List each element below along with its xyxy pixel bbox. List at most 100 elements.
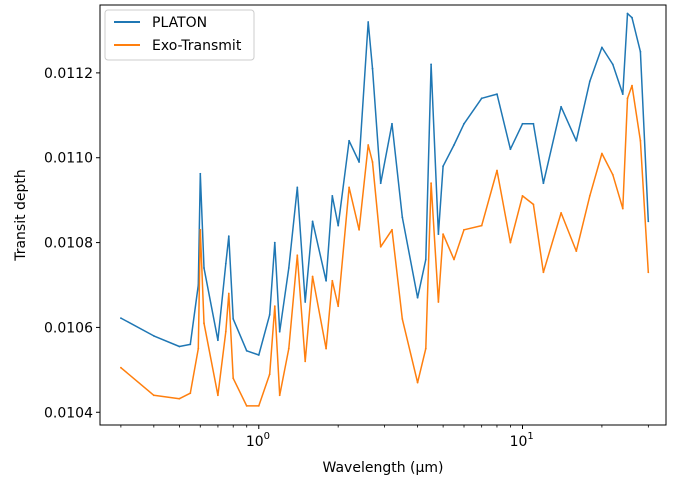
data-point-1-25 bbox=[367, 144, 370, 146]
data-point-0-17 bbox=[296, 186, 299, 189]
data-point-1-35 bbox=[453, 258, 455, 261]
data-point-0-21 bbox=[331, 195, 334, 197]
data-point-0-8 bbox=[224, 262, 227, 265]
data-point-0-37 bbox=[480, 97, 483, 100]
data-point-0-6 bbox=[203, 267, 205, 269]
data-point-1-1 bbox=[152, 394, 155, 397]
data-point-1-10 bbox=[232, 377, 235, 380]
data-point-0-30 bbox=[416, 296, 419, 299]
x-tick-label-0: 10 bbox=[246, 434, 264, 450]
data-point-0-34 bbox=[442, 165, 444, 168]
data-point-1-39 bbox=[509, 241, 512, 244]
data-point-0-38 bbox=[496, 93, 498, 95]
data-point-0-52 bbox=[647, 220, 650, 223]
data-point-0-41 bbox=[532, 122, 535, 125]
y-tick-label-0: 0.0104 bbox=[44, 405, 93, 421]
data-point-1-33 bbox=[437, 301, 440, 303]
data-point-0-11 bbox=[245, 349, 248, 352]
data-point-1-51 bbox=[639, 139, 642, 142]
data-point-0-3 bbox=[189, 343, 192, 346]
data-point-0-46 bbox=[601, 46, 603, 49]
plot-frame bbox=[99, 4, 667, 426]
legend-box bbox=[104, 9, 255, 61]
data-point-1-45 bbox=[588, 195, 591, 197]
data-point-0-31 bbox=[424, 258, 427, 261]
data-point-0-10 bbox=[232, 318, 235, 320]
data-point-0-13 bbox=[268, 313, 271, 316]
data-point-1-27 bbox=[379, 245, 382, 248]
y-axis-label: Transit depth bbox=[13, 169, 29, 262]
data-point-1-3 bbox=[189, 392, 192, 395]
y-tick-label-2: 0.0108 bbox=[44, 236, 93, 252]
data-point-0-48 bbox=[621, 93, 624, 95]
data-point-0-32 bbox=[430, 63, 432, 66]
data-point-0-18 bbox=[304, 301, 307, 303]
data-point-1-49 bbox=[626, 97, 629, 100]
data-point-0-29 bbox=[401, 216, 404, 219]
data-point-1-0 bbox=[120, 366, 122, 369]
data-point-1-30 bbox=[416, 381, 419, 384]
data-point-1-47 bbox=[611, 173, 614, 176]
data-point-1-20 bbox=[325, 347, 327, 350]
data-point-0-45 bbox=[588, 80, 591, 83]
data-point-1-34 bbox=[442, 233, 444, 236]
data-point-1-42 bbox=[542, 271, 545, 274]
data-point-1-5 bbox=[199, 228, 202, 231]
data-point-0-5 bbox=[199, 172, 202, 175]
data-point-1-15 bbox=[278, 394, 281, 397]
data-point-1-29 bbox=[401, 318, 404, 320]
data-point-1-17 bbox=[296, 254, 299, 257]
data-point-1-31 bbox=[424, 347, 427, 350]
data-point-1-4 bbox=[197, 347, 200, 350]
data-point-0-40 bbox=[521, 122, 524, 125]
data-point-1-8 bbox=[224, 330, 227, 333]
legend-label-platon: PLATON bbox=[152, 15, 207, 31]
data-point-1-24 bbox=[358, 228, 360, 231]
data-point-1-41 bbox=[532, 203, 535, 206]
data-point-1-23 bbox=[348, 186, 350, 189]
data-point-0-33 bbox=[437, 233, 440, 236]
data-point-0-20 bbox=[325, 279, 327, 282]
data-point-0-39 bbox=[509, 148, 512, 151]
data-point-0-43 bbox=[560, 105, 562, 108]
data-point-0-22 bbox=[337, 224, 340, 227]
data-point-0-25 bbox=[367, 21, 370, 23]
data-point-1-40 bbox=[521, 195, 524, 197]
data-point-0-9 bbox=[227, 235, 230, 238]
data-point-0-44 bbox=[575, 139, 578, 142]
data-point-0-0 bbox=[120, 317, 122, 319]
data-point-0-51 bbox=[639, 50, 642, 53]
x-axis-label: Wavelength (μm) bbox=[323, 460, 444, 476]
data-point-0-28 bbox=[391, 122, 393, 125]
data-point-0-1 bbox=[152, 335, 155, 337]
data-point-0-26 bbox=[371, 67, 374, 70]
data-point-0-27 bbox=[379, 182, 382, 185]
legend: PLATON Exo-Transmit bbox=[104, 9, 255, 61]
data-point-0-49 bbox=[626, 12, 629, 15]
data-point-1-13 bbox=[268, 373, 271, 375]
data-point-0-2 bbox=[178, 345, 181, 348]
x-tick-exponent-0: 0 bbox=[264, 431, 270, 442]
data-point-1-21 bbox=[331, 279, 334, 282]
data-point-0-12 bbox=[257, 354, 260, 356]
data-point-1-19 bbox=[311, 275, 314, 278]
data-point-1-32 bbox=[430, 182, 432, 185]
data-point-1-6 bbox=[203, 322, 205, 325]
data-point-1-50 bbox=[631, 84, 633, 87]
data-point-0-42 bbox=[542, 182, 545, 185]
data-point-0-35 bbox=[453, 144, 455, 146]
data-point-1-9 bbox=[227, 292, 230, 295]
data-point-1-44 bbox=[575, 250, 578, 253]
data-point-1-38 bbox=[496, 169, 498, 172]
y-tick-label-1: 0.0106 bbox=[44, 320, 93, 336]
data-point-1-37 bbox=[480, 224, 483, 227]
data-point-1-48 bbox=[621, 207, 624, 210]
data-point-0-16 bbox=[287, 267, 290, 269]
data-point-1-2 bbox=[178, 397, 181, 400]
data-point-1-46 bbox=[601, 152, 603, 155]
data-point-0-47 bbox=[611, 63, 614, 66]
data-point-1-36 bbox=[463, 228, 465, 231]
data-point-0-36 bbox=[463, 122, 465, 125]
y-tick-label-3: 0.0110 bbox=[44, 151, 93, 167]
